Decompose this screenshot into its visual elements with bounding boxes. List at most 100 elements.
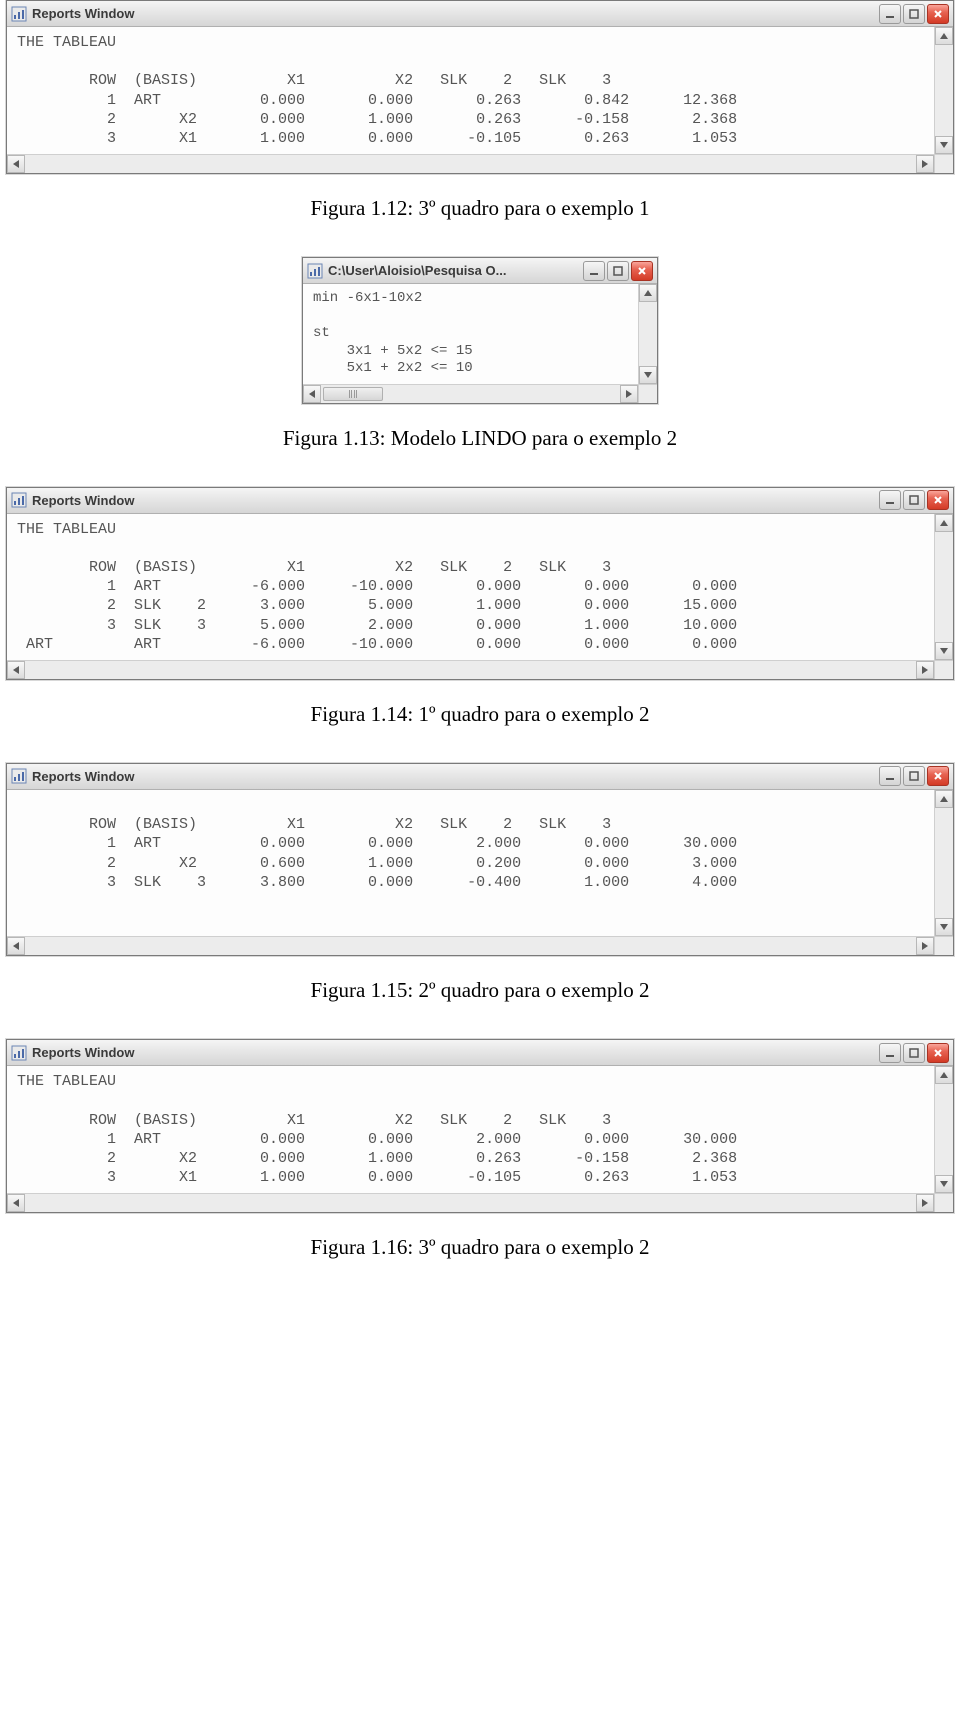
vertical-scrollbar[interactable] [638,284,657,384]
scroll-left-button[interactable] [7,155,25,173]
window-title: Reports Window [32,493,879,508]
scroll-left-button[interactable] [7,1194,25,1212]
tableau-text: THE TABLEAU ROW (BASIS) X1 X2 SLK 2 SLK … [7,1066,934,1193]
window-title: Reports Window [32,6,879,21]
chevron-left-icon [309,390,315,398]
tableau-text: ROW (BASIS) X1 X2 SLK 2 SLK 3 1 ART 0.00… [7,790,934,936]
scroll-corner [934,1194,953,1212]
scroll-down-button[interactable] [935,1175,953,1193]
titlebar[interactable]: Reports Window [7,488,953,514]
tableau-text: THE TABLEAU ROW (BASIS) X1 X2 SLK 2 SLK … [7,27,934,154]
reports-window: Reports Window THE TABLEAU ROW (BASIS) X… [6,1039,954,1213]
window-title: Reports Window [32,1045,879,1060]
scroll-left-button[interactable] [7,661,25,679]
scroll-down-button[interactable] [639,366,657,384]
chevron-right-icon [922,666,928,674]
maximize-button[interactable] [903,1043,925,1063]
vertical-scrollbar[interactable] [934,27,953,154]
horizontal-scrollbar[interactable] [303,384,657,403]
scroll-thumb[interactable] [323,387,383,401]
scroll-down-button[interactable] [935,918,953,936]
close-button[interactable] [927,766,949,786]
maximize-button[interactable] [607,261,629,281]
maximize-button[interactable] [903,4,925,24]
scroll-track[interactable] [935,532,953,642]
titlebar[interactable]: Reports Window [7,1,953,27]
vertical-scrollbar[interactable] [934,514,953,660]
scroll-track[interactable] [935,1084,953,1175]
close-button[interactable] [631,261,653,281]
reports-app-icon [11,6,27,22]
chevron-down-icon [940,142,948,148]
vertical-scrollbar[interactable] [934,790,953,936]
scroll-left-button[interactable] [7,937,25,955]
scroll-up-button[interactable] [935,27,953,45]
scroll-right-button[interactable] [916,155,934,173]
scroll-up-button[interactable] [935,514,953,532]
reports-app-icon [11,492,27,508]
scroll-track[interactable] [935,808,953,918]
minimize-button[interactable] [879,1043,901,1063]
scroll-down-button[interactable] [935,642,953,660]
horizontal-scrollbar[interactable] [7,154,953,173]
scroll-track[interactable] [25,937,916,955]
chevron-left-icon [13,942,19,950]
horizontal-scrollbar[interactable] [7,660,953,679]
scroll-track[interactable] [935,45,953,136]
chevron-up-icon [940,796,948,802]
figure-caption: Figura 1.13: Modelo LINDO para o exemplo… [0,426,960,451]
scroll-right-button[interactable] [916,1194,934,1212]
maximize-button[interactable] [903,490,925,510]
report-content: THE TABLEAU ROW (BASIS) X1 X2 SLK 2 SLK … [7,1066,934,1193]
vertical-scrollbar[interactable] [934,1066,953,1193]
reports-app-icon [11,768,27,784]
scroll-track[interactable] [639,302,657,366]
scroll-left-button[interactable] [303,385,321,403]
chevron-down-icon [940,648,948,654]
chevron-right-icon [922,942,928,950]
maximize-button[interactable] [903,766,925,786]
scroll-track[interactable] [25,1194,916,1212]
minimize-button[interactable] [879,4,901,24]
lindo-app-icon [307,263,323,279]
minimize-button[interactable] [583,261,605,281]
minimize-button[interactable] [879,490,901,510]
scroll-right-button[interactable] [620,385,638,403]
figure-caption: Figura 1.15: 2º quadro para o exemplo 2 [0,978,960,1003]
minimize-button[interactable] [879,766,901,786]
titlebar[interactable]: Reports Window [7,1040,953,1066]
chevron-up-icon [940,520,948,526]
titlebar[interactable]: Reports Window [7,764,953,790]
close-button[interactable] [927,4,949,24]
horizontal-scrollbar[interactable] [7,1193,953,1212]
scroll-track[interactable] [25,155,916,173]
titlebar[interactable]: C:\User\Aloisio\Pesquisa O... [303,258,657,284]
window-title: Reports Window [32,769,879,784]
scroll-track[interactable] [25,661,916,679]
close-button[interactable] [927,1043,949,1063]
horizontal-scrollbar[interactable] [7,936,953,955]
scroll-corner [934,155,953,173]
chevron-down-icon [940,924,948,930]
lindo-window: C:\User\Aloisio\Pesquisa O... min -6x1-1… [302,257,658,404]
scroll-down-button[interactable] [935,136,953,154]
reports-window: Reports Window ROW (BASIS) X1 X2 SLK 2 S… [6,763,954,956]
scroll-up-button[interactable] [935,1066,953,1084]
figure-caption: Figura 1.14: 1º quadro para o exemplo 2 [0,702,960,727]
chevron-up-icon [940,33,948,39]
chevron-right-icon [922,1199,928,1207]
editor-content[interactable]: min -6x1-10x2 st 3x1 + 5x2 <= 15 5x1 + 2… [303,284,638,384]
chevron-right-icon [626,390,632,398]
scroll-corner [638,385,657,403]
scroll-right-button[interactable] [916,937,934,955]
reports-window: Reports Window THE TABLEAU ROW (BASIS) X… [6,0,954,174]
scroll-track[interactable] [321,385,620,403]
figure-caption: Figura 1.16: 3º quadro para o exemplo 2 [0,1235,960,1260]
chevron-left-icon [13,1199,19,1207]
close-button[interactable] [927,490,949,510]
scroll-up-button[interactable] [935,790,953,808]
scroll-up-button[interactable] [639,284,657,302]
scroll-right-button[interactable] [916,661,934,679]
chevron-up-icon [644,290,652,296]
tableau-text: THE TABLEAU ROW (BASIS) X1 X2 SLK 2 SLK … [7,514,934,660]
